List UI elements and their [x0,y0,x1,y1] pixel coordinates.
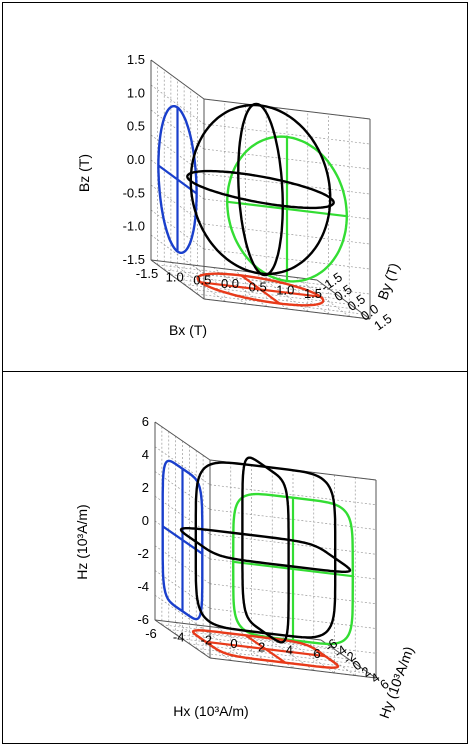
floor-projection-line [245,634,286,664]
x-tick-label: 0 [230,636,237,651]
x-tick-label: 0.5 [193,273,211,288]
x-tick-label: -6 [145,626,157,641]
z-axis-label: Bz (T) [76,154,92,192]
z-tick-label: 0 [142,513,149,528]
top-chart-panel: -1.5 1.0 0.5 0.0 0.5 1.0 1.5 -1.5 0.5 0.5 0.0 1.5 1.… [2,2,468,372]
x-tick-label: 6 [313,646,320,661]
x-tick-label: -1.5 [136,266,158,281]
x-wall-gridline [150,84,205,125]
z-tick-label: 0.0 [127,152,145,167]
z-tick-label: -0.5 [123,185,145,200]
x-tick-label: 0.0 [221,276,239,291]
x-tick-label: 1.5 [304,286,322,301]
box-edge [320,639,377,679]
y-axis-label: By (T) [374,261,402,302]
x-tick-label: 2 [258,639,265,654]
floor-gridline [296,277,350,317]
x-tick-label: -4 [173,629,185,644]
locus-loop-xz [189,103,332,276]
locus-loop-xz [194,461,337,639]
x-tick-label: 0.5 [249,279,267,294]
z-tick-label: 6 [142,414,149,429]
z-tick-label: -1.5 [123,252,145,267]
x-axis-label: Bx (T) [169,322,207,338]
z-tick-label: -4 [137,579,149,594]
box-edge [150,259,205,300]
locus-loop-xy [186,169,335,210]
floor-projection-loop [196,272,325,307]
y-wall-projection-loop [225,135,348,283]
box-edge [150,259,318,281]
box-edge [150,59,205,100]
z-tick-label: 1.0 [127,85,145,100]
box-edge [316,279,371,320]
x-tick-label: 1.0 [166,269,184,284]
x-tick-label: 1.0 [276,283,294,298]
z-tick-label: -2 [137,546,149,561]
x-tick-label: -2 [201,633,213,648]
z-tick-label: -1.0 [123,219,145,234]
x-wall-gridline [154,446,211,486]
y-wall-projection-loop [231,492,354,646]
z-tick-label: -6 [137,612,149,627]
z-tick-label: 1.5 [127,52,145,67]
box-edge [203,298,371,320]
floor-projection-line [240,274,281,305]
locus-loop-yz [236,102,284,277]
z-tick-label: 2 [142,480,149,495]
box-edge [154,619,211,659]
bottom-chart-panel: -6 -4 -2 0 2 4 6 -6 -4 -2 0 2 4 6 6 4 2 0 -2 -4 -6 Hx (10³A/m… [2,372,468,744]
floor-projection-loop [191,629,340,669]
z-tick-label: 4 [142,447,149,462]
z-tick-label: 0.5 [127,119,145,134]
box-edge [203,98,371,120]
box-edge [209,657,377,679]
locus-loop-yz [241,456,290,644]
x-axis-label: Hx (10³A/m) [173,703,248,719]
x-tick-label: 4 [286,643,293,658]
box-edge [154,421,211,461]
z-axis-label: Hz (10³A/m) [74,504,90,579]
b-field-3d-plot: -1.5 1.0 0.5 0.0 0.5 1.0 1.5-1.50.50.50.01.51.… [76,52,402,338]
